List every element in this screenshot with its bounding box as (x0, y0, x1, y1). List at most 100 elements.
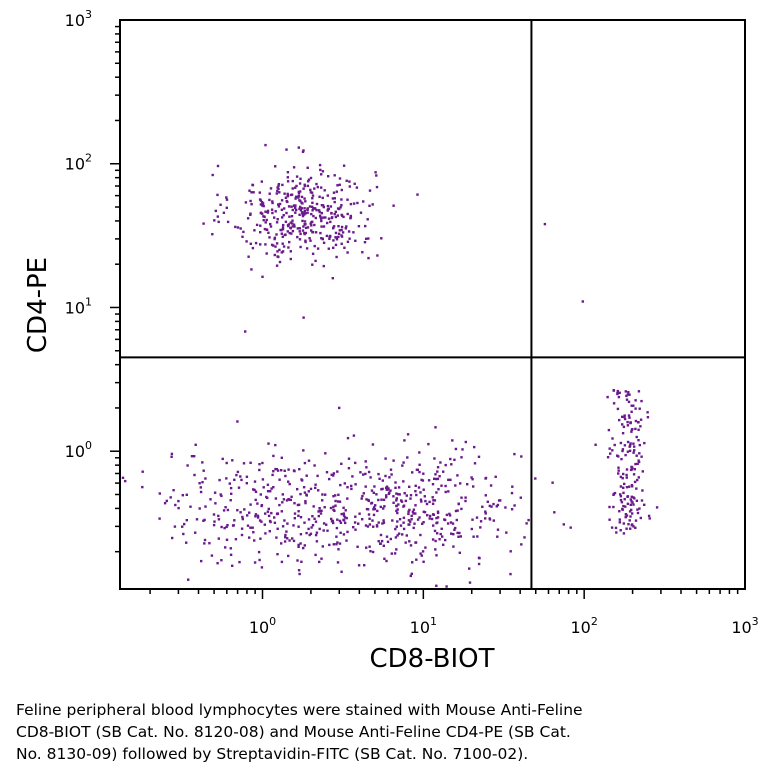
data-point (320, 219, 323, 223)
data-point (402, 461, 405, 464)
data-point (361, 494, 364, 498)
data-point (292, 166, 296, 169)
data-point (640, 455, 643, 458)
data-point (394, 536, 398, 539)
data-point (275, 468, 278, 471)
data-point (248, 189, 251, 192)
data-point (312, 214, 315, 218)
data-point (395, 497, 398, 500)
data-point (326, 204, 330, 208)
data-point (288, 482, 291, 486)
data-point (293, 225, 296, 228)
data-point (241, 517, 244, 521)
data-point (634, 419, 638, 423)
data-point (315, 182, 318, 186)
data-point (455, 518, 458, 522)
data-point (306, 184, 310, 188)
data-point (284, 233, 287, 236)
data-point (481, 505, 484, 508)
data-point (636, 511, 640, 515)
data-point (445, 585, 448, 588)
data-point (430, 517, 434, 521)
data-point (258, 191, 261, 194)
data-point (634, 462, 637, 466)
data-point (335, 543, 338, 546)
data-point (319, 512, 323, 515)
data-point (348, 237, 351, 240)
data-point (434, 539, 437, 543)
data-point (634, 399, 637, 402)
data-point (427, 479, 431, 482)
data-point (433, 499, 437, 502)
axis-tick-labels: 100 101 102 103 100 101 102 103 (65, 8, 759, 637)
data-point (449, 478, 452, 481)
data-point (280, 456, 283, 459)
data-point (407, 523, 410, 526)
data-point (218, 478, 221, 482)
data-point (398, 493, 401, 496)
data-point (621, 448, 625, 451)
data-point (367, 470, 371, 474)
data-point (621, 449, 624, 453)
data-point (275, 192, 278, 195)
data-point (322, 205, 325, 209)
data-point (303, 210, 306, 213)
data-point (214, 209, 217, 213)
data-point (364, 524, 368, 527)
data-point (630, 500, 633, 503)
data-point (275, 536, 278, 539)
data-point (354, 483, 357, 486)
data-point (307, 180, 310, 183)
data-point (286, 537, 289, 540)
data-point (281, 250, 285, 253)
data-point (313, 517, 316, 520)
data-point (390, 473, 393, 476)
data-point (287, 498, 290, 501)
data-point (217, 514, 220, 518)
data-point (399, 524, 403, 527)
data-point (378, 477, 381, 480)
data-point (435, 584, 438, 587)
data-point (484, 494, 487, 497)
data-point (259, 224, 262, 227)
data-point (632, 451, 635, 454)
data-point (260, 520, 263, 523)
data-point (473, 445, 476, 449)
data-point (302, 486, 306, 489)
data-point (461, 448, 464, 451)
data-point (302, 225, 305, 228)
data-point (344, 509, 347, 512)
data-point (415, 558, 418, 561)
data-point (635, 499, 639, 502)
data-point (347, 467, 351, 470)
data-point (454, 526, 457, 530)
data-point (625, 514, 629, 517)
data-point (405, 494, 408, 497)
data-point (375, 524, 379, 527)
data-point (334, 499, 337, 503)
data-point (317, 514, 320, 518)
data-point (581, 300, 584, 303)
data-point (220, 525, 223, 529)
data-point (341, 214, 344, 217)
data-point (231, 564, 234, 567)
data-point (303, 220, 307, 223)
data-point (331, 519, 334, 523)
data-point (340, 512, 343, 516)
data-point (346, 486, 349, 489)
data-point (612, 505, 615, 509)
data-point (611, 437, 614, 440)
data-point (358, 512, 361, 515)
data-point (282, 214, 285, 217)
data-point (632, 404, 635, 407)
data-point (326, 529, 329, 532)
data-point (395, 548, 398, 551)
data-point (339, 521, 343, 524)
data-point (313, 223, 316, 227)
data-point (217, 518, 221, 521)
data-point (376, 254, 379, 257)
data-point (450, 463, 453, 466)
data-point (621, 432, 625, 435)
data-point (441, 535, 444, 538)
data-point (424, 499, 427, 503)
